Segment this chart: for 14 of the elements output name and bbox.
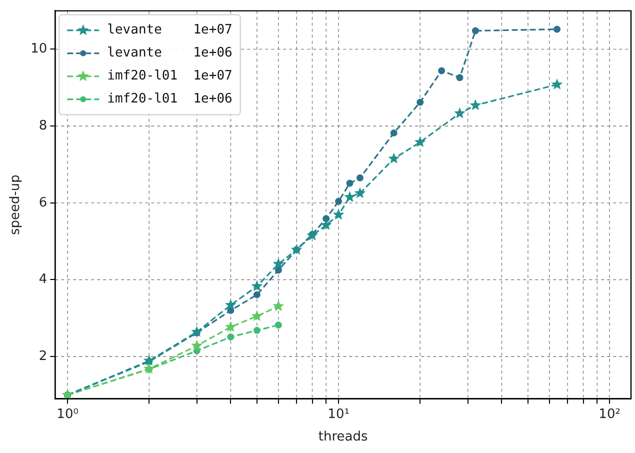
legend-label: imf20-l01 1e+07 <box>107 68 232 84</box>
x-tick-label: 10² <box>598 406 620 422</box>
x-tick-label: 10¹ <box>328 406 350 422</box>
y-tick-label: 4 <box>38 272 48 288</box>
legend-label: imf20-l01 1e+06 <box>107 92 232 107</box>
legend-label: levante 1e+06 <box>107 46 232 61</box>
y-tick-label: 10 <box>30 42 48 57</box>
y-axis-title: speed-up <box>8 174 24 236</box>
x-tick-label: 10⁰ <box>56 406 78 422</box>
legend-label: levante 1e+07 <box>107 22 232 38</box>
y-tick-label: 8 <box>38 118 48 134</box>
y-tick-label: 6 <box>38 195 48 210</box>
x-axis-title: threads <box>318 430 368 445</box>
y-tick-label: 2 <box>38 348 48 364</box>
